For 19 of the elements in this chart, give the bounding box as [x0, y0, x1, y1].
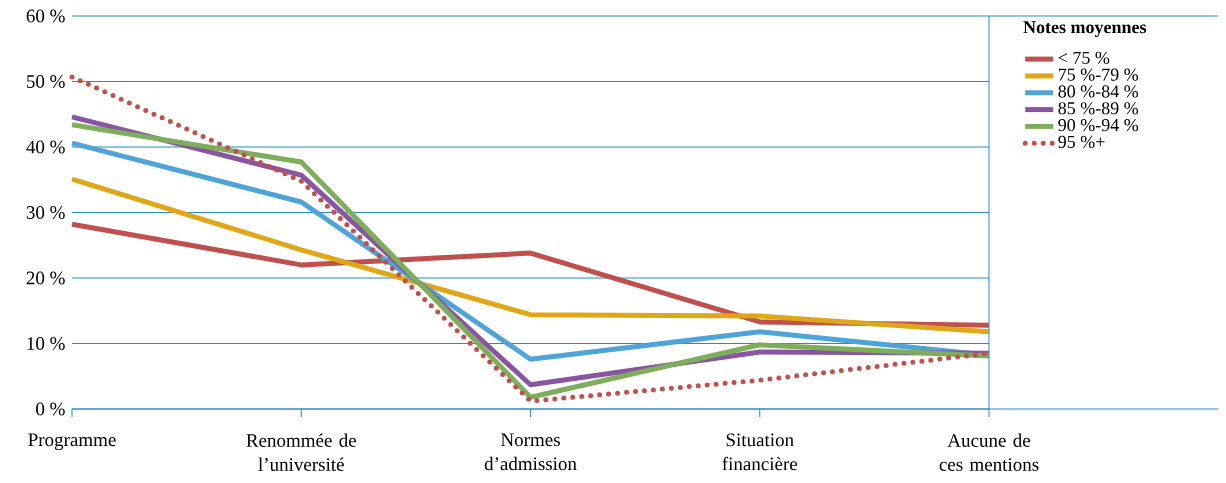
x-tick-label: Programme — [28, 433, 116, 451]
x-tick-label: Situation financière — [722, 433, 798, 471]
legend-label: 75 %-79 % — [1058, 68, 1139, 81]
legend-title: Notes moyennes — [1023, 21, 1147, 37]
y-tick-label: 40 % — [26, 140, 65, 154]
y-tick-label: 20 % — [26, 271, 65, 285]
legend-label: < 75 % — [1058, 51, 1110, 64]
y-tick-label: 10 % — [27, 337, 65, 350]
x-tick-label: Aucune de ces mentions — [939, 433, 1039, 471]
x-tick-label: Normes d’admission — [484, 433, 577, 471]
legend-label: 95 %+ — [1058, 135, 1105, 149]
x-tick-label: Renommée de l’université — [246, 433, 357, 471]
y-tick-label: 50 % — [26, 75, 65, 88]
legend-label: 90 %-94 % — [1058, 119, 1139, 132]
y-tick-label: 60 % — [26, 9, 65, 23]
y-tick-label: 0 % — [36, 402, 65, 416]
y-tick-label: 30 % — [26, 206, 65, 219]
legend-label: 85 %-89 % — [1058, 102, 1139, 115]
legend-label: 80 %-84 % — [1058, 85, 1139, 98]
